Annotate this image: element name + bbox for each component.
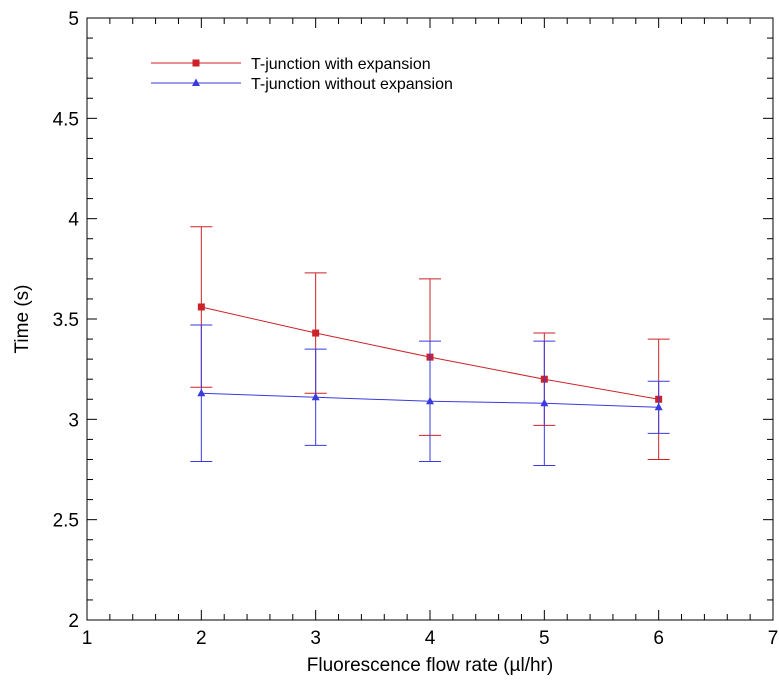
x-tick-label: 4 bbox=[425, 628, 436, 649]
legend-marker bbox=[192, 78, 200, 86]
x-axis-title: Fluorescence flow rate (µl/hr) bbox=[307, 655, 553, 676]
legend: T-junction with expansion T-junction with… bbox=[151, 56, 453, 93]
data-point bbox=[197, 388, 206, 397]
data-point bbox=[312, 329, 320, 337]
x-tick-label: 6 bbox=[653, 628, 664, 649]
legend-label: T-junction with expansion bbox=[251, 56, 431, 73]
legend-item-2: T-junction without expansion bbox=[151, 76, 453, 93]
data-point bbox=[540, 398, 549, 407]
legend-item-1: T-junction with expansion bbox=[151, 56, 431, 73]
legend-marker bbox=[192, 59, 200, 67]
x-tick-label: 2 bbox=[196, 628, 207, 649]
y-tick-label: 3 bbox=[68, 410, 79, 431]
y-tick-label: 2 bbox=[68, 611, 79, 632]
data-point bbox=[311, 392, 320, 401]
x-tick-label: 5 bbox=[539, 628, 550, 649]
y-tick-label: 2.5 bbox=[53, 511, 79, 532]
y-tick-label: 4 bbox=[68, 210, 79, 231]
data-point bbox=[426, 396, 434, 405]
y-axis-title: Time (s) bbox=[12, 285, 33, 354]
x-tick-label: 3 bbox=[310, 628, 321, 649]
tick-labels: 1 2 3 4 5 6 722.533.544.55 bbox=[53, 9, 779, 649]
y-tick-label: 3.5 bbox=[53, 310, 79, 331]
data-point bbox=[654, 402, 663, 411]
series-layer bbox=[190, 226, 670, 466]
y-tick-label: 5 bbox=[68, 9, 79, 30]
legend-label: T-junction without expansion bbox=[251, 76, 453, 93]
x-tick-label: 7 bbox=[768, 628, 779, 649]
y-tick-label: 4.5 bbox=[53, 109, 79, 130]
axis-ticks bbox=[86, 17, 774, 621]
x-tick-label: 1 bbox=[82, 628, 93, 649]
data-point bbox=[197, 303, 205, 311]
series-2 bbox=[190, 324, 670, 466]
